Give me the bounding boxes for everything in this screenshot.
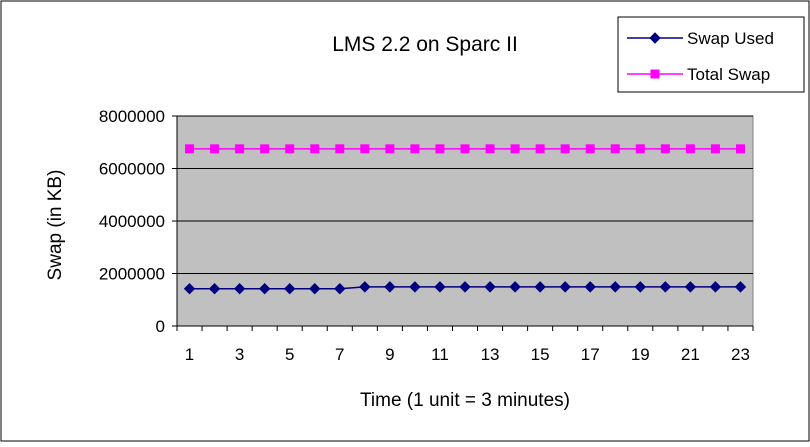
x-tick-label: 23 — [731, 345, 750, 364]
data-point-swap-used — [183, 283, 196, 295]
x-tick-label: 11 — [431, 345, 449, 364]
data-point-total-swap — [635, 144, 645, 154]
data-point-swap-used — [434, 281, 446, 293]
data-point-swap-used — [459, 281, 471, 293]
data-point-total-swap — [435, 144, 445, 154]
y-axis-label: Swap (in KB) — [45, 170, 66, 281]
data-point-total-swap — [610, 144, 620, 154]
data-point-swap-used — [309, 283, 321, 295]
x-tick-label: 7 — [335, 345, 344, 364]
data-point-total-swap — [335, 144, 345, 154]
y-tick-label: 8000000 — [99, 107, 165, 126]
data-point-swap-used — [334, 283, 346, 295]
data-point-total-swap — [235, 144, 245, 154]
data-point-total-swap — [560, 144, 570, 154]
legend-marker-total-swap — [650, 69, 660, 79]
x-tick-label: 1 — [185, 345, 194, 364]
data-point-swap-used — [283, 283, 296, 295]
x-tick-label: 15 — [531, 345, 550, 364]
x-tick-label: 3 — [235, 345, 244, 364]
data-point-total-swap — [535, 144, 545, 154]
data-point-total-swap — [710, 144, 720, 154]
data-point-swap-used — [384, 281, 396, 293]
y-tick-label: 6000000 — [99, 160, 165, 179]
x-tick-label: 9 — [385, 345, 394, 364]
legend-label-total-swap: Total Swap — [687, 65, 770, 84]
series-total-swap — [185, 144, 745, 154]
data-point-total-swap — [685, 144, 695, 154]
data-point-swap-used — [208, 283, 221, 295]
chart-title: LMS 2.2 on Sparc II — [332, 33, 518, 56]
data-point-total-swap — [660, 144, 670, 154]
data-point-swap-used — [734, 281, 747, 293]
data-point-swap-used — [509, 281, 521, 293]
data-point-swap-used — [258, 283, 271, 295]
data-point-total-swap — [485, 144, 495, 154]
data-point-swap-used — [359, 281, 371, 293]
data-point-total-swap — [185, 144, 195, 154]
data-point-swap-used — [484, 281, 496, 293]
data-point-total-swap — [360, 144, 370, 154]
x-axis-label: Time (1 unit = 3 minutes) — [360, 390, 570, 411]
data-point-swap-used — [709, 281, 722, 293]
data-point-total-swap — [735, 144, 745, 154]
gridlines — [176, 115, 753, 327]
data-point-swap-used — [559, 281, 571, 293]
data-point-swap-used — [684, 281, 697, 293]
series-group — [183, 144, 747, 295]
data-point-total-swap — [410, 144, 420, 154]
data-point-total-swap — [310, 144, 320, 154]
x-tick-label: 21 — [681, 345, 700, 364]
data-point-total-swap — [460, 144, 470, 154]
data-point-total-swap — [510, 144, 520, 154]
y-tick-label: 0 — [156, 317, 165, 336]
x-tick-label: 13 — [481, 345, 500, 364]
data-point-swap-used — [584, 281, 596, 293]
data-point-swap-used — [233, 283, 246, 295]
legend-label-swap-used: Swap Used — [687, 29, 774, 48]
data-point-total-swap — [285, 144, 295, 154]
data-point-swap-used — [659, 281, 672, 293]
legend-box — [617, 16, 805, 93]
data-point-total-swap — [260, 144, 270, 154]
x-tick-label: 17 — [581, 345, 600, 364]
data-point-total-swap — [210, 144, 220, 154]
data-point-swap-used — [409, 281, 421, 293]
data-point-swap-used — [534, 281, 546, 293]
legend-marker-swap-used — [649, 32, 661, 44]
data-point-swap-used — [634, 281, 647, 293]
data-point-total-swap — [385, 144, 395, 154]
y-axis-ticks: 0 2000000 4000000 6000000 8000000 — [99, 107, 177, 336]
series-swap-used — [183, 281, 747, 295]
legend: Swap Used Total Swap — [617, 16, 805, 93]
y-tick-label: 2000000 — [99, 265, 165, 284]
x-axis-ticks: 1 3 5 7 9 11 13 15 17 19 21 23 — [176, 326, 754, 364]
data-point-swap-used — [609, 281, 621, 293]
x-tick-label: 19 — [631, 345, 650, 364]
x-tick-label: 5 — [285, 345, 294, 364]
data-point-total-swap — [585, 144, 595, 154]
y-tick-label: 4000000 — [99, 212, 165, 231]
